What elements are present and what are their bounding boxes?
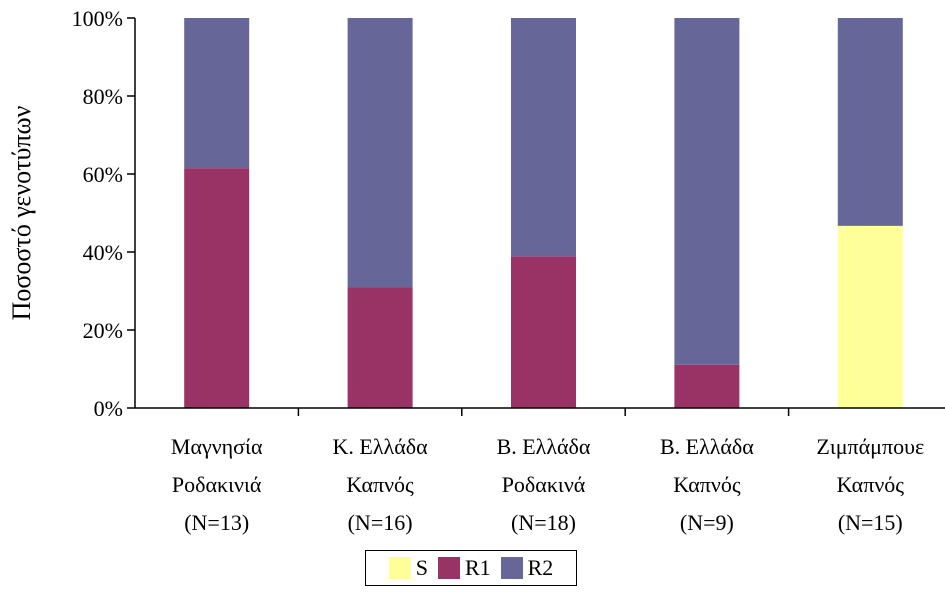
x-tick-label: (N=16)	[348, 510, 413, 535]
legend-entry-r1: R1	[437, 555, 491, 581]
y-axis-title: Ποσοστό γενοτύπων	[7, 105, 36, 320]
y-tick-label: 40%	[83, 240, 123, 265]
bar-r1-1	[184, 168, 250, 408]
bar-r2-3	[511, 18, 576, 257]
x-tick-label: Μαγνησία	[171, 434, 263, 459]
x-tick-label: (N=9)	[680, 510, 734, 535]
x-tick-label: Καπνός	[346, 472, 414, 497]
bar-r2-1	[184, 18, 250, 169]
x-tick-label: Β. Ελλάδα	[497, 434, 591, 459]
y-tick-label: 20%	[83, 318, 123, 343]
bars-layer	[184, 18, 903, 408]
legend-entry-r2: R2	[500, 555, 554, 581]
x-tick-label: Καπνός	[673, 472, 741, 497]
x-tick-label: Ροδακινά	[502, 472, 586, 497]
x-tick-label: Κ. Ελλάδα	[333, 434, 429, 459]
x-tick-label: (N=15)	[838, 510, 903, 535]
y-tick-label: 0%	[94, 396, 123, 421]
bar-r2-5	[837, 18, 903, 226]
legend-label-s: S	[415, 555, 428, 580]
bar-s-5	[837, 225, 903, 408]
legend-swatch-s	[388, 557, 411, 579]
x-tick-label: Καπνός	[837, 472, 905, 497]
x-tick-label: Ροδακινιά	[172, 472, 262, 497]
x-tick-label: Β. Ελλάδα	[660, 434, 754, 459]
x-tick-label: (N=18)	[511, 510, 576, 535]
y-tick-label: 100%	[72, 6, 123, 31]
labels-layer: Μαγνησία Ροδακινιά (N=13) Κ. Ελλάδα Καπνός (N…	[72, 6, 925, 535]
bar-r1-4	[674, 364, 740, 408]
bar-r2-2	[347, 18, 413, 288]
legend-label-r2: R2	[527, 555, 554, 580]
x-tick-label: (N=13)	[184, 510, 249, 535]
bar-r2-4	[674, 18, 740, 365]
y-tick-label: 60%	[83, 162, 123, 187]
legend-swatch-r2	[500, 557, 523, 579]
legend-swatch-r1	[437, 557, 460, 579]
x-tick-label: Ζιμπάμπουε	[816, 434, 924, 459]
legend-label-r1: R1	[464, 555, 491, 580]
ticks-layer	[127, 17, 790, 416]
legend: S R1 R2	[365, 550, 577, 586]
legend-entry-s: S	[388, 555, 428, 581]
bar-r1-3	[511, 256, 576, 408]
bar-r1-2	[347, 287, 413, 408]
y-tick-label: 80%	[83, 84, 123, 109]
